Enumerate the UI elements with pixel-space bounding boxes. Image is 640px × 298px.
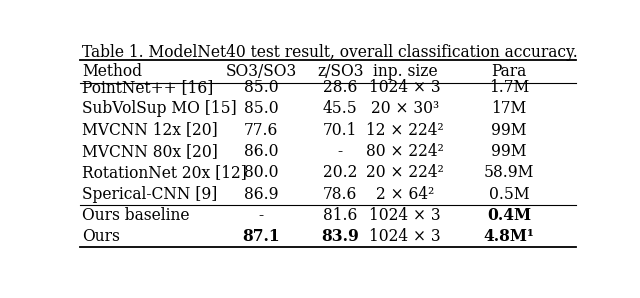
- Text: 1.7M: 1.7M: [489, 79, 529, 96]
- Text: RotationNet 20x [12]: RotationNet 20x [12]: [83, 164, 247, 181]
- Text: 70.1: 70.1: [323, 122, 358, 139]
- Text: 85.0: 85.0: [244, 100, 278, 117]
- Text: SubVolSup MO [15]: SubVolSup MO [15]: [83, 100, 237, 117]
- Text: 20.2: 20.2: [323, 164, 358, 181]
- Text: 0.4M: 0.4M: [487, 207, 531, 224]
- Text: 86.0: 86.0: [244, 143, 278, 160]
- Text: 12 × 224²: 12 × 224²: [366, 122, 444, 139]
- Text: 87.1: 87.1: [242, 228, 280, 245]
- Text: Para: Para: [492, 63, 527, 80]
- Text: 83.9: 83.9: [321, 228, 359, 245]
- Text: 99M: 99M: [492, 122, 527, 139]
- Text: Method: Method: [83, 63, 143, 80]
- Text: 58.9M: 58.9M: [484, 164, 534, 181]
- Text: z/SO3: z/SO3: [317, 63, 364, 80]
- Text: 81.6: 81.6: [323, 207, 358, 224]
- Text: 0.5M: 0.5M: [489, 186, 529, 203]
- Text: Sperical-CNN [9]: Sperical-CNN [9]: [83, 186, 218, 203]
- Text: MVCNN 80x [20]: MVCNN 80x [20]: [83, 143, 218, 160]
- Text: -: -: [259, 207, 264, 224]
- Text: 1024 × 3: 1024 × 3: [369, 207, 441, 224]
- Text: Table 1. ModelNet40 test result, overall classification accuracy.: Table 1. ModelNet40 test result, overall…: [83, 44, 578, 61]
- Text: 86.9: 86.9: [244, 186, 278, 203]
- Text: inp. size: inp. size: [372, 63, 437, 80]
- Text: PointNet++ [16]: PointNet++ [16]: [83, 79, 214, 96]
- Text: 80 × 224²: 80 × 224²: [366, 143, 444, 160]
- Text: SO3/SO3: SO3/SO3: [225, 63, 297, 80]
- Text: 2 × 64²: 2 × 64²: [376, 186, 434, 203]
- Text: -: -: [338, 143, 343, 160]
- Text: Ours baseline: Ours baseline: [83, 207, 190, 224]
- Text: 99M: 99M: [492, 143, 527, 160]
- Text: 20 × 224²: 20 × 224²: [366, 164, 444, 181]
- Text: 77.6: 77.6: [244, 122, 278, 139]
- Text: 78.6: 78.6: [323, 186, 358, 203]
- Text: 80.0: 80.0: [244, 164, 278, 181]
- Text: 1024 × 3: 1024 × 3: [369, 228, 441, 245]
- Text: MVCNN 12x [20]: MVCNN 12x [20]: [83, 122, 218, 139]
- Text: 45.5: 45.5: [323, 100, 358, 117]
- Text: 28.6: 28.6: [323, 79, 358, 96]
- Text: 85.0: 85.0: [244, 79, 278, 96]
- Text: 20 × 30³: 20 × 30³: [371, 100, 439, 117]
- Text: 17M: 17M: [492, 100, 527, 117]
- Text: 4.8M¹: 4.8M¹: [484, 228, 534, 245]
- Text: Ours: Ours: [83, 228, 120, 245]
- Text: 1024 × 3: 1024 × 3: [369, 79, 441, 96]
